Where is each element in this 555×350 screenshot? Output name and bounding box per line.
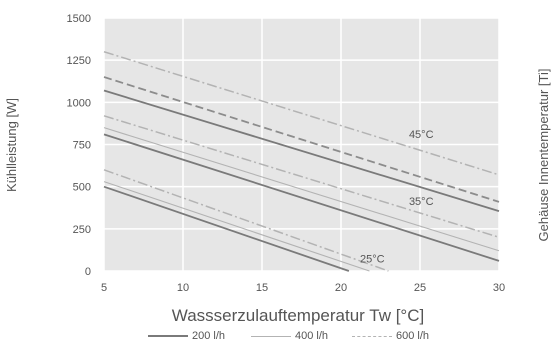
- y-tick-label: 750: [73, 140, 91, 152]
- y-tick-group: 0 250 500 750 1000 1250 1500: [67, 13, 91, 278]
- y-tick-label: 1000: [67, 97, 91, 109]
- legend-label-600: 600 l/h: [396, 330, 430, 342]
- secondary-y-axis-label: Gehäuse Innentemperatur [Ti]: [536, 69, 551, 242]
- x-tick-label: 10: [177, 282, 189, 294]
- y-tick-label: 0: [85, 266, 91, 278]
- series-line: [103, 181, 370, 272]
- annotation-group: 45°C 35°C 25°C: [360, 129, 434, 266]
- annotation-label: 35°C: [409, 196, 434, 208]
- x-tick-group: 5 10 15 20 25 30: [101, 282, 505, 294]
- legend-swatch-200: [148, 335, 188, 337]
- series-line: [103, 133, 500, 262]
- y-tick-label: 250: [73, 224, 91, 236]
- y-axis-label: Kühlleistung [W]: [4, 98, 19, 192]
- x-tick-label: 5: [101, 282, 107, 294]
- legend-label-200: 200 l/h: [192, 330, 226, 342]
- legend-item-400: 400 l/h: [251, 330, 328, 342]
- annotation-label: 25°C: [360, 254, 385, 266]
- series-line: [103, 76, 500, 203]
- legend-label-400: 400 l/h: [295, 330, 329, 342]
- y-tick-label: 500: [73, 182, 91, 194]
- series-line: [103, 51, 500, 176]
- annotation-label: 45°C: [409, 129, 434, 141]
- x-tick-label: 25: [414, 282, 426, 294]
- series-line: [103, 127, 500, 252]
- legend-swatch-600: [352, 335, 392, 337]
- series-group: [103, 51, 500, 272]
- y-tick-label: 1500: [67, 13, 91, 25]
- grid: [103, 17, 500, 272]
- legend-swatch-400: [251, 335, 291, 337]
- series-line: [103, 115, 500, 238]
- series-line: [103, 169, 389, 272]
- legend-item-200: 200 l/h: [148, 330, 225, 342]
- legend-item-600: 600 l/h: [352, 330, 429, 342]
- x-tick-label: 30: [493, 282, 505, 294]
- legend: 200 l/h 400 l/h 600 l/h: [0, 330, 555, 348]
- chart: 45°C 35°C 25°C 5 10 15 20 25 30 0 250 500 750 1000 1…: [4, 13, 551, 325]
- x-axis-label: Wassserzulauftemperatur Tw [°C]: [172, 306, 424, 325]
- x-tick-label: 15: [256, 282, 268, 294]
- series-line: [103, 89, 500, 212]
- series-line: [103, 185, 350, 272]
- x-tick-label: 20: [335, 282, 347, 294]
- y-tick-label: 1250: [67, 55, 91, 67]
